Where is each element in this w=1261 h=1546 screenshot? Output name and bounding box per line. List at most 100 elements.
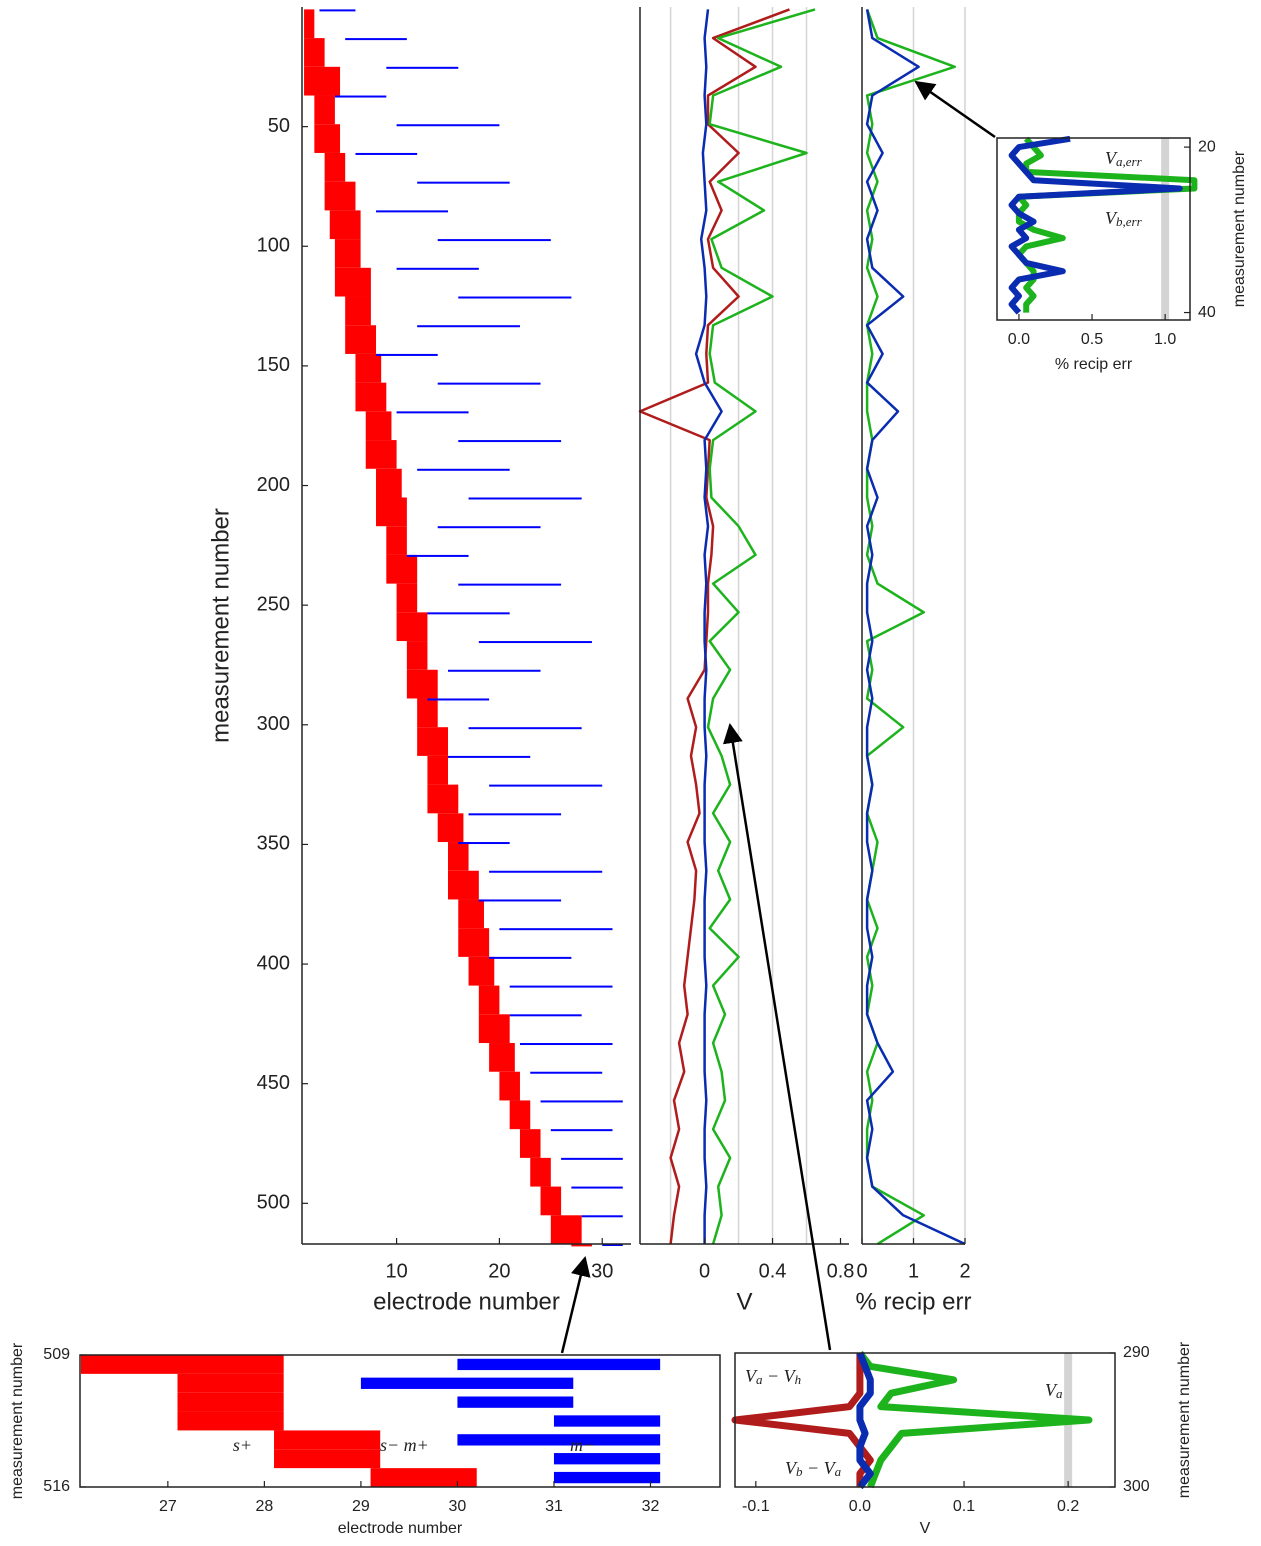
measurement-line [468, 727, 582, 730]
series-line [1008, 135, 1183, 315]
electrode-bar [274, 1430, 381, 1450]
electrode-bar [447, 842, 469, 871]
y-axis-label: measurement number [1231, 150, 1248, 307]
measurement-line [561, 1157, 623, 1160]
measurement-line [468, 813, 562, 816]
electrode-bar [447, 870, 479, 900]
x-tick-label: 0.5 [1081, 331, 1103, 348]
annotation-text: − V [803, 1458, 837, 1478]
electrode-bar [386, 554, 418, 584]
electrode-bar [468, 956, 495, 986]
series-line [638, 8, 790, 1245]
electrode-bar [345, 296, 371, 326]
x-axis-label: electrode number [338, 1520, 463, 1537]
y-tick-label: 350 [257, 833, 290, 855]
electrode-bar [417, 727, 448, 756]
annotation-text: V [1105, 208, 1118, 228]
annotation-subscript: b,err [1116, 214, 1143, 229]
electrode-bar [553, 1453, 661, 1465]
x-axis-label: V [920, 1520, 931, 1537]
annotation-text: m− [570, 1435, 595, 1455]
annotation-subscript: b [796, 1464, 803, 1479]
electrode-bar [458, 899, 484, 929]
measurement-line [386, 66, 459, 69]
electrode-bar [370, 1468, 477, 1487]
annotation-text: − V [763, 1366, 797, 1386]
electrode-bar [427, 755, 448, 785]
x-tick-label: 0 [699, 1260, 710, 1282]
plot-frame [79, 1354, 721, 1488]
y-tick-label: 20 [1198, 138, 1216, 155]
plot-frame [996, 137, 1191, 321]
electrode-bar [571, 1244, 592, 1247]
x-tick-label: 30 [449, 1498, 467, 1515]
measurement-line [396, 267, 479, 270]
measurement-line [489, 784, 603, 787]
measurement-line [437, 239, 551, 242]
electrode-bar [396, 612, 428, 642]
electrode-bar [406, 669, 438, 699]
measurement-line [509, 1014, 582, 1017]
x-tick-label: 10 [385, 1260, 407, 1282]
annotation-subscript: a [835, 1464, 842, 1479]
x-tick-label: 0.2 [1057, 1498, 1079, 1515]
measurement-line [550, 1129, 613, 1132]
measurement-line [489, 870, 603, 873]
y-tick-label: 400 [257, 952, 290, 974]
electrode-bar [478, 1014, 510, 1044]
annotation-subscript: a [1056, 1386, 1063, 1401]
measurement-line [376, 210, 448, 213]
y-tick-label: 250 [257, 593, 290, 615]
y-axis-label: measurement number [207, 508, 234, 743]
electrode-bar [177, 1373, 284, 1393]
plot-area: 10 20 3050100150200250300350400450500elect… [9, 7, 1248, 1537]
measurement-line [319, 9, 356, 12]
electrode-bar [550, 1215, 582, 1244]
x-tick-label: 0.0 [1008, 331, 1030, 348]
electrode-bar [509, 1100, 531, 1130]
x-axis-label: V [736, 1288, 752, 1315]
electrode-bar [334, 267, 371, 297]
electrode-bar [553, 1471, 661, 1484]
annotation: Va [1045, 1380, 1063, 1401]
measurement-line [447, 755, 531, 758]
measurement-line [396, 124, 500, 127]
annotation: Va,err [1105, 148, 1143, 169]
y-tick-label: 150 [257, 354, 290, 376]
electrode-bar [376, 468, 402, 498]
annotation-subscript: a [756, 1372, 763, 1387]
measurement-line [427, 698, 490, 701]
measurement-line [489, 956, 572, 959]
arrow [722, 723, 832, 1351]
y-tick-label: 300 [257, 713, 290, 735]
electrode-bar [355, 382, 387, 412]
annotation-text: s+ [233, 1435, 252, 1455]
electrode-bar [458, 928, 490, 957]
electrode-bar [177, 1411, 284, 1431]
electrode-bar [274, 1449, 381, 1469]
electrode-bar [437, 813, 464, 843]
electrode-bar [304, 66, 341, 96]
x-tick-label: 28 [255, 1498, 273, 1515]
electrode-bar [365, 440, 397, 469]
measurement-line [437, 382, 541, 385]
y-axis-label: measurement number [9, 1342, 26, 1499]
electrode-bar [406, 641, 428, 670]
annotation: m− [570, 1435, 595, 1455]
annotation: Vb,err [1105, 208, 1143, 229]
electrode-bar [457, 1396, 574, 1408]
measurement-line [519, 1043, 613, 1046]
electrode-bar [314, 124, 341, 153]
y-tick-label: 450 [257, 1072, 290, 1094]
x-tick-label: 2 [959, 1260, 970, 1282]
x-tick-label: 29 [352, 1498, 370, 1515]
annotation-text: V [785, 1458, 798, 1478]
y-tick-label: 200 [257, 474, 290, 496]
x-axis-label: electrode number [373, 1288, 560, 1315]
electrode-bar [334, 239, 361, 268]
measurement-line [478, 899, 562, 902]
y-axis-label: measurement number [1176, 1341, 1193, 1498]
x-tick-label: 30 [591, 1260, 613, 1282]
measurement-line [571, 1186, 623, 1189]
measurement-line [437, 526, 541, 529]
